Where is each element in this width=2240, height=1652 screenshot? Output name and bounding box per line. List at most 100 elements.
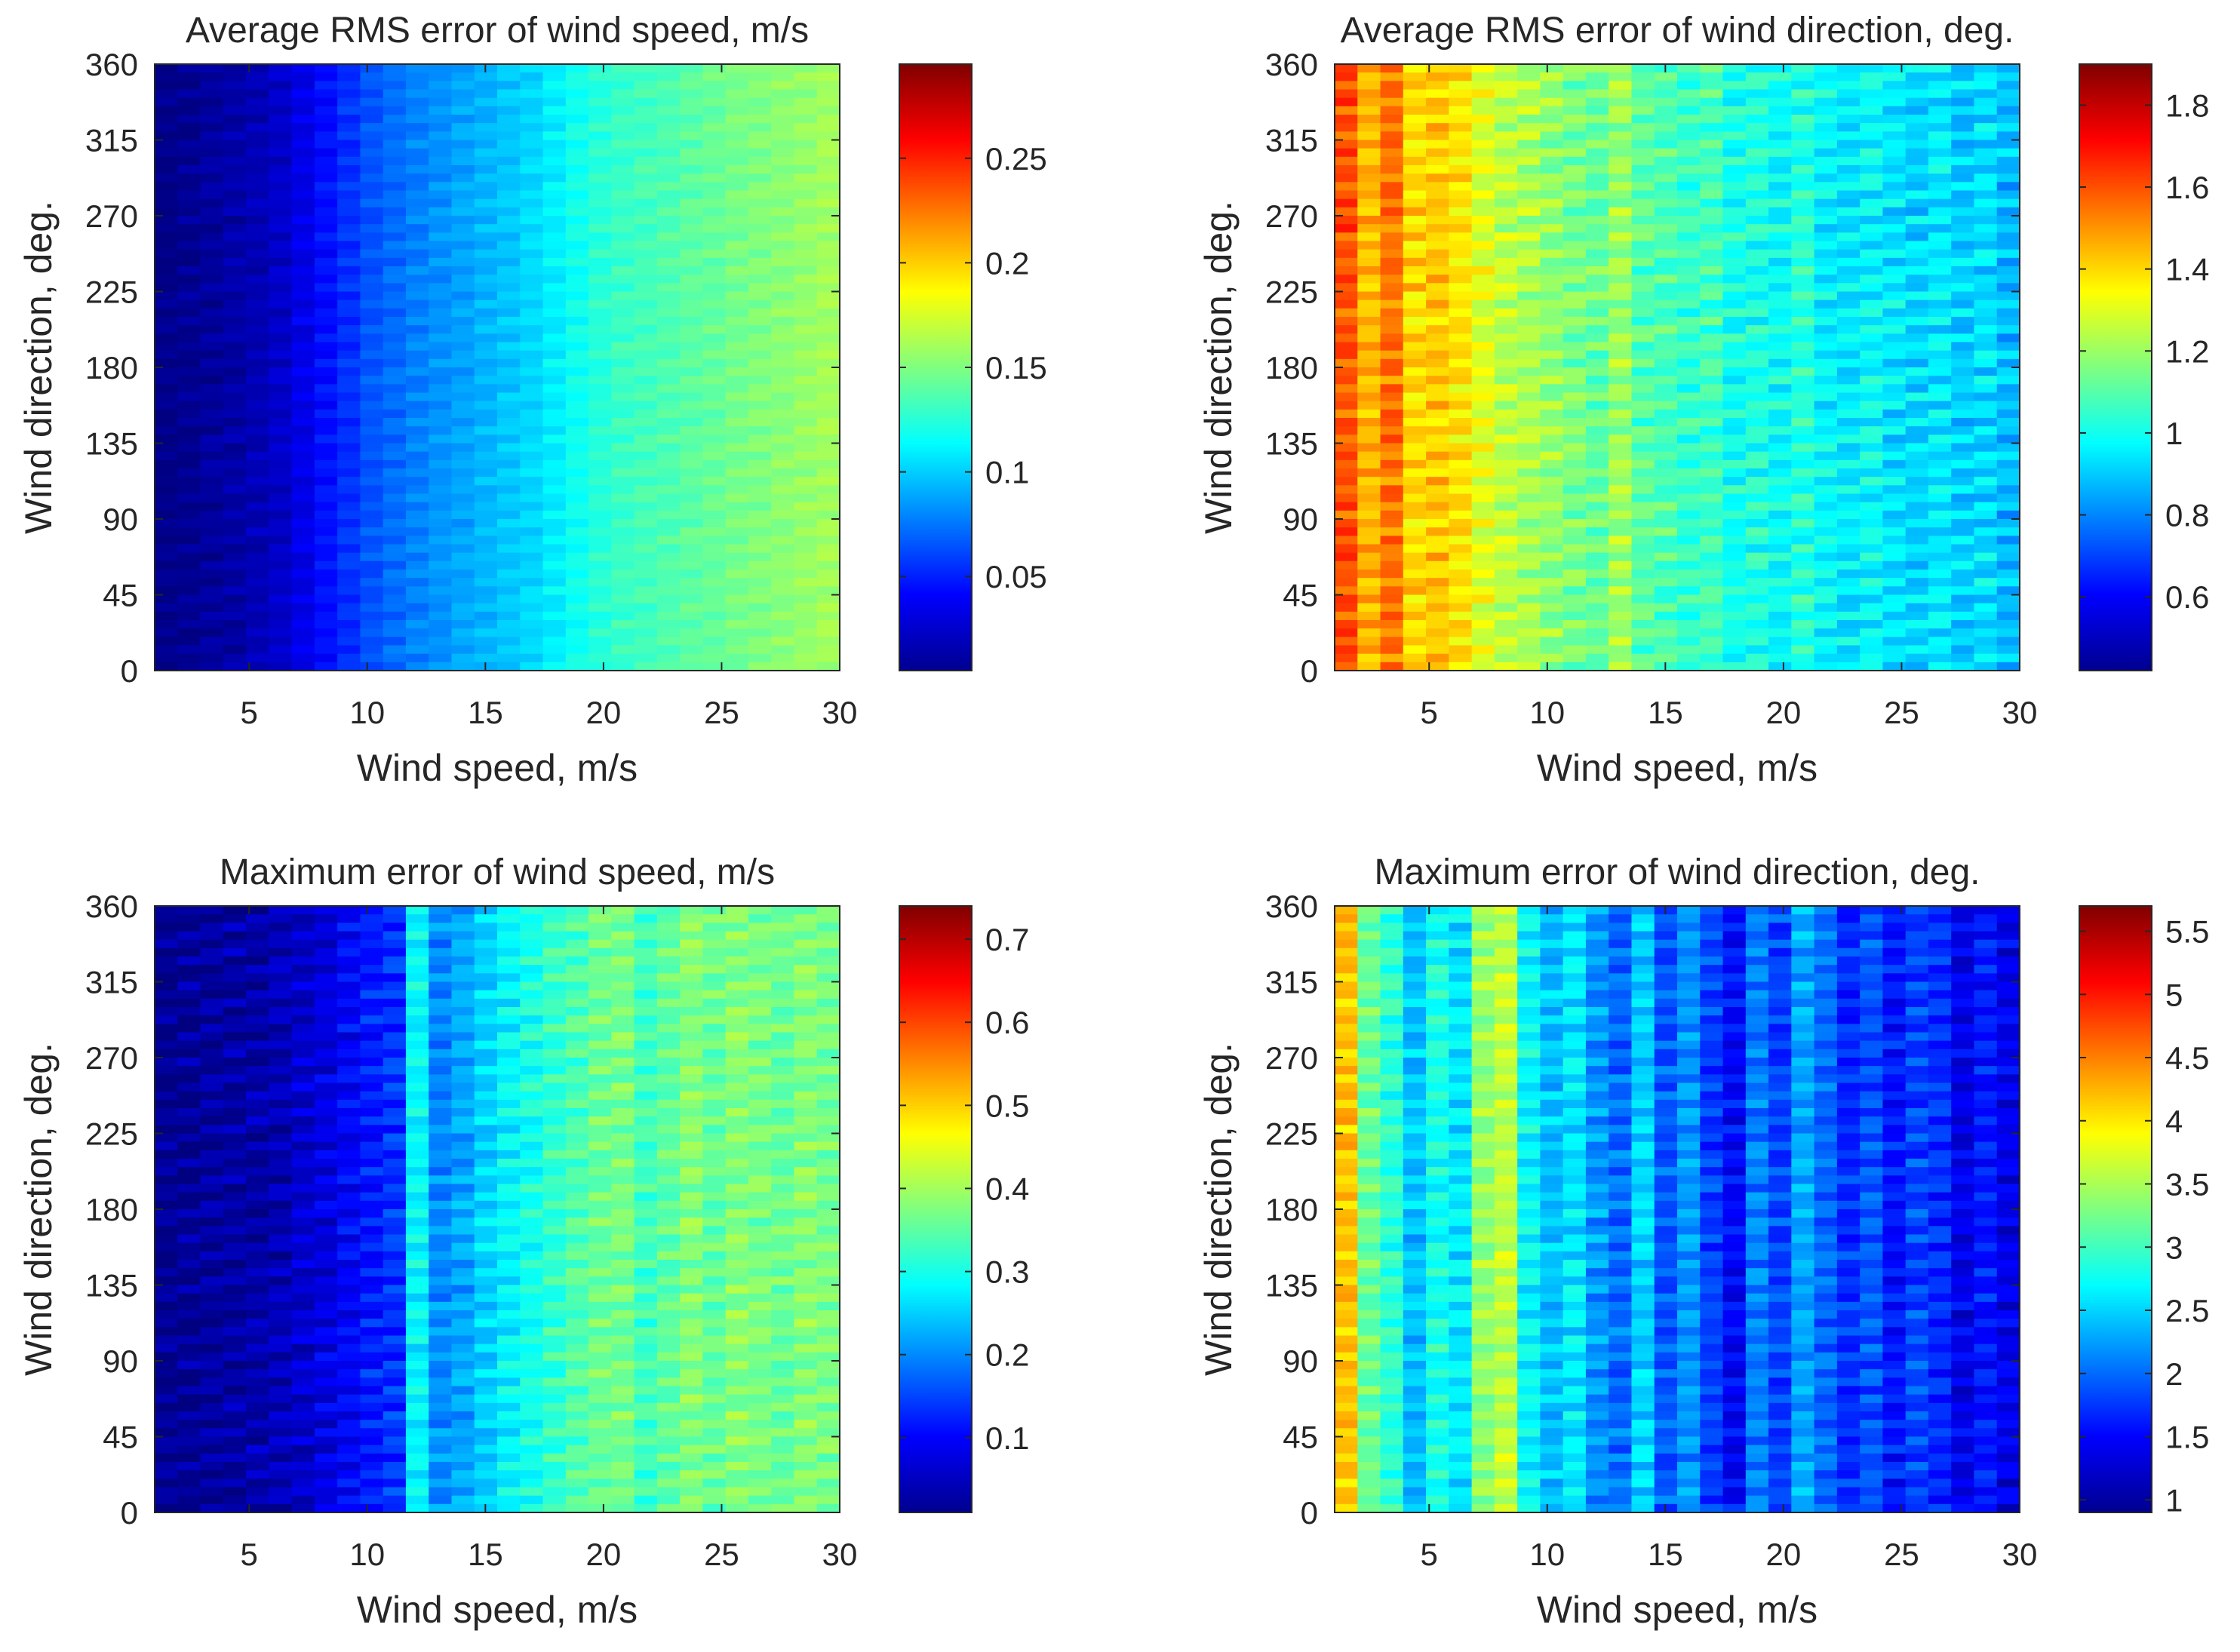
heatmap-cell	[246, 1335, 269, 1345]
heatmap-cell	[565, 434, 589, 444]
heatmap-cell	[223, 97, 247, 107]
heatmap-cell	[1517, 342, 1541, 352]
heatmap-cell	[383, 653, 407, 663]
heatmap-cell	[1677, 358, 1701, 368]
heatmap-cell	[1836, 544, 1861, 554]
colorbar-tick-label: 0.8	[2165, 498, 2209, 533]
heatmap-cell	[794, 131, 818, 141]
heatmap-cell	[725, 131, 749, 141]
heatmap-cell	[155, 662, 178, 671]
heatmap-cell	[1928, 611, 1952, 621]
heatmap-cell	[1814, 637, 1838, 646]
heatmap-cell	[588, 376, 612, 385]
heatmap-cell	[314, 333, 338, 343]
heatmap-cell	[1996, 198, 2020, 208]
heatmap-cell	[1517, 401, 1541, 410]
heatmap-cell	[1426, 586, 1449, 596]
heatmap-cell	[1700, 249, 1724, 259]
heatmap-cell	[200, 198, 224, 208]
heatmap-cell	[816, 645, 840, 655]
heatmap-cell	[565, 266, 589, 275]
heatmap-cell	[1585, 358, 1609, 368]
heatmap-cell	[429, 401, 453, 410]
heatmap-cell	[1357, 443, 1381, 453]
heatmap-cell	[565, 653, 589, 663]
heatmap-cell	[1609, 64, 1633, 73]
heatmap-cell	[634, 216, 658, 225]
heatmap-cell	[1335, 115, 1358, 124]
heatmap-cell	[383, 578, 407, 587]
heatmap-cell	[1585, 426, 1609, 435]
heatmap-cell	[269, 459, 293, 469]
heatmap-cell	[1928, 502, 1952, 511]
heatmap-cell	[200, 443, 224, 453]
heatmap-cell	[611, 477, 635, 486]
heatmap-cell	[702, 376, 727, 385]
heatmap-cell	[656, 376, 681, 385]
heatmap-cell	[474, 173, 498, 183]
heatmap-cell	[1631, 198, 1655, 208]
heatmap-cell	[474, 115, 498, 124]
heatmap-cell	[1768, 182, 1792, 192]
heatmap-cell	[269, 594, 293, 604]
heatmap-cell	[816, 182, 840, 192]
heatmap-cell	[1996, 317, 2020, 326]
heatmap-cell	[177, 1495, 201, 1505]
heatmap-cell	[771, 578, 795, 587]
heatmap-cell	[680, 224, 703, 233]
heatmap-cell	[177, 939, 201, 949]
heatmap-cell	[1700, 544, 1724, 554]
heatmap-cell	[542, 645, 567, 655]
heatmap-cell	[177, 1234, 201, 1244]
heatmap-cell	[360, 611, 384, 621]
heatmap-cell	[748, 156, 772, 166]
heatmap-cell	[565, 392, 589, 402]
heatmap-cell	[1517, 333, 1541, 343]
heatmap-cell	[1609, 594, 1633, 604]
heatmap-cell	[405, 367, 429, 376]
heatmap-cell	[1745, 333, 1769, 343]
heatmap-cell	[405, 350, 429, 360]
heatmap-cell	[246, 1285, 269, 1294]
heatmap-cell	[451, 477, 475, 486]
heatmap-cell	[1791, 418, 1815, 427]
heatmap-cell	[474, 451, 498, 461]
heatmap-cell	[405, 198, 429, 208]
heatmap-cell	[383, 317, 407, 326]
heatmap-cell	[1928, 140, 1952, 149]
heatmap-cell	[1562, 376, 1587, 385]
heatmap-cell	[223, 1209, 247, 1218]
heatmap-cell	[1768, 308, 1792, 318]
heatmap-cell	[200, 1209, 224, 1218]
heatmap-cell	[520, 536, 544, 545]
heatmap-cell	[1494, 123, 1518, 132]
heatmap-cell	[702, 97, 727, 107]
heatmap-cell	[1654, 207, 1678, 216]
heatmap-cell	[246, 536, 269, 545]
heatmap-cell	[1677, 645, 1701, 655]
heatmap-cell	[1357, 527, 1381, 536]
heatmap-cell	[177, 570, 201, 579]
heatmap-cell	[360, 216, 384, 225]
heatmap-cell	[1951, 603, 1975, 613]
heatmap-cell	[1951, 308, 1975, 318]
heatmap-cell	[200, 72, 224, 81]
heatmap-cell	[588, 443, 612, 453]
heatmap-cell	[314, 173, 338, 183]
heatmap-cell	[269, 1335, 293, 1345]
heatmap-cell	[1449, 603, 1473, 613]
heatmap-cell	[1631, 620, 1655, 629]
heatmap-cell	[405, 173, 429, 183]
heatmap-cell	[1836, 342, 1861, 352]
heatmap-cell	[1700, 165, 1724, 174]
heatmap-cell	[1860, 291, 1883, 301]
heatmap-cell	[816, 89, 840, 99]
heatmap-cell	[246, 1125, 269, 1135]
heatmap-cell	[314, 1024, 338, 1033]
heatmap-cell	[1700, 207, 1724, 216]
heatmap-cell	[1791, 493, 1815, 503]
heatmap-cell	[1380, 502, 1404, 511]
heatmap-cell	[1996, 637, 2020, 646]
heatmap-cell	[1745, 401, 1769, 410]
heatmap-cell	[291, 662, 315, 671]
